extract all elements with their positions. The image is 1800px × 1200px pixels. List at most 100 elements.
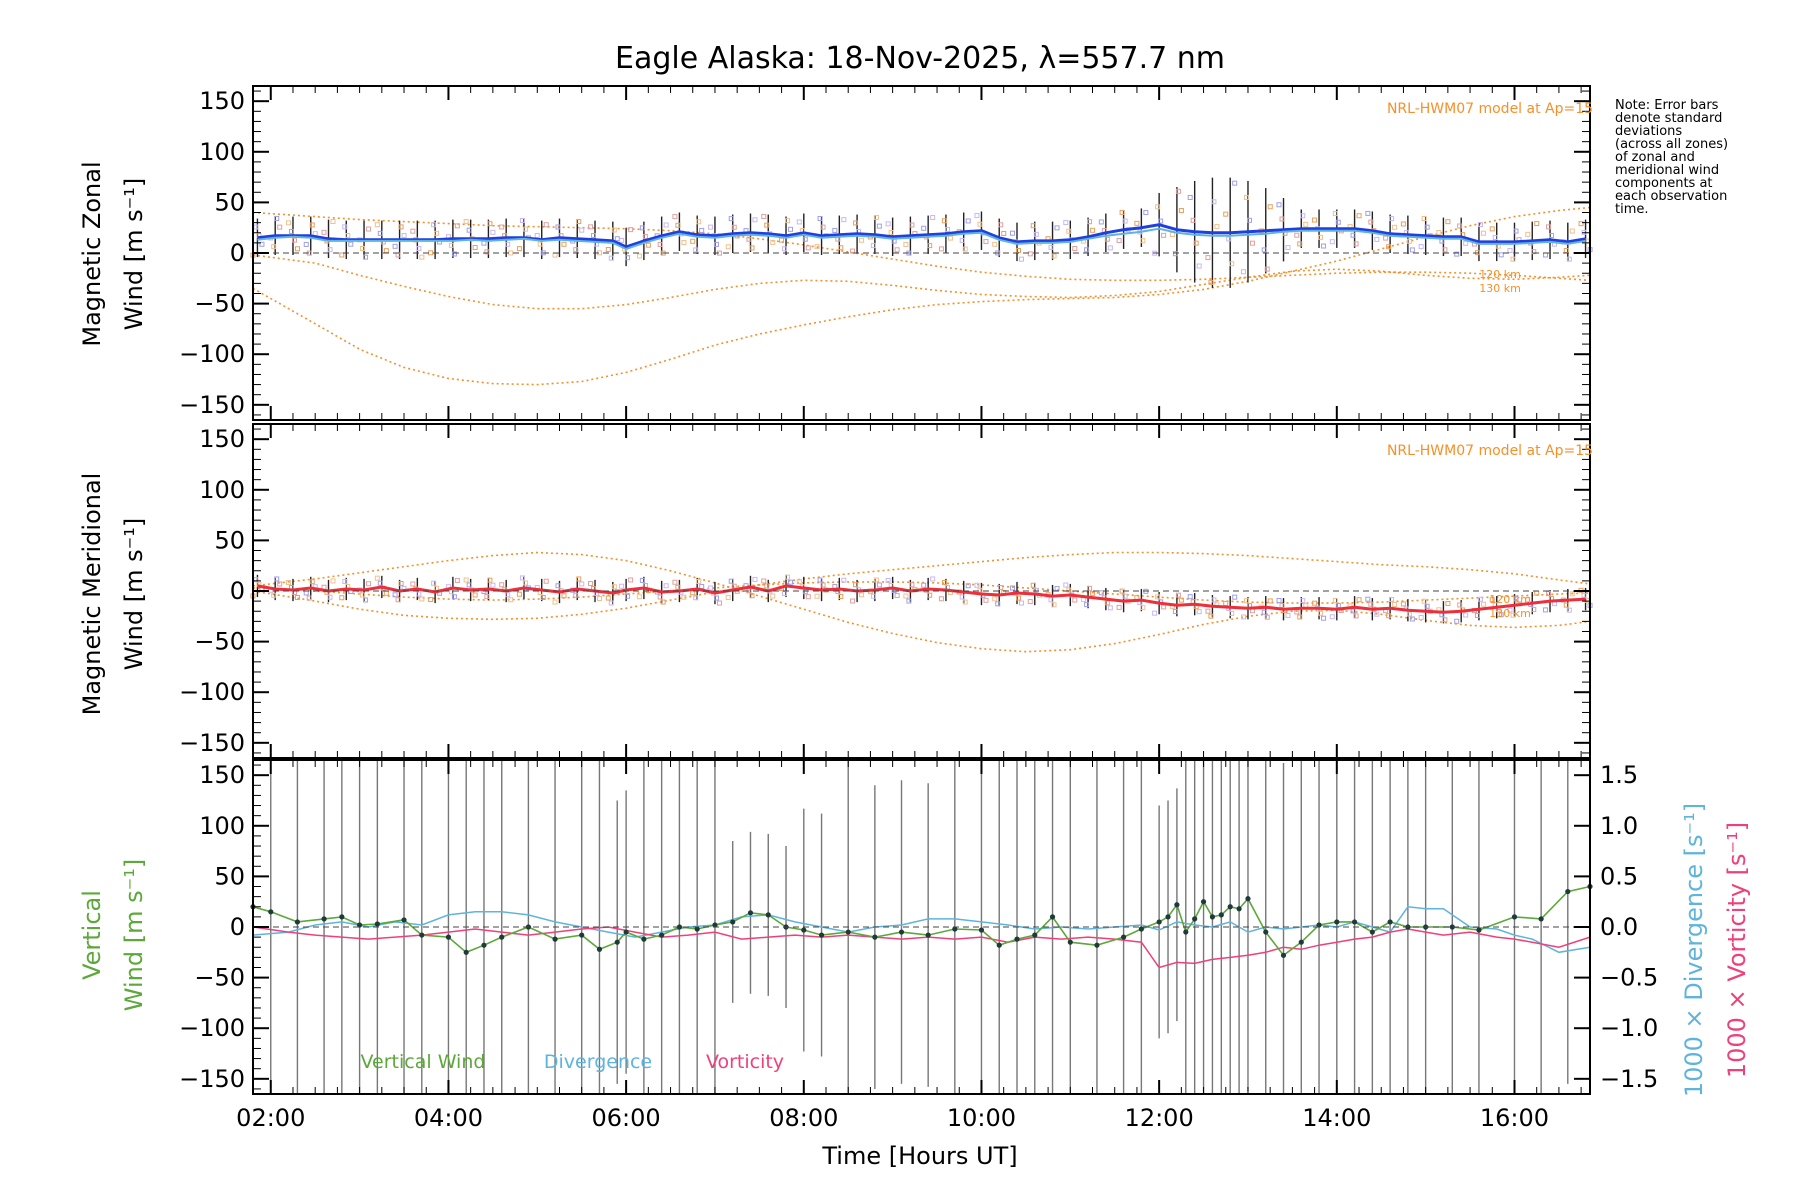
divergence-line	[252, 906, 1591, 954]
zone-marker	[1531, 249, 1537, 255]
zone-marker	[1418, 615, 1424, 621]
zone-marker	[870, 243, 876, 249]
zone-marker	[588, 580, 594, 586]
zone-marker	[1205, 255, 1211, 261]
zone-marker	[1566, 607, 1572, 613]
y2tick-label: 1.0	[1600, 812, 1638, 840]
zone-marker	[1356, 597, 1362, 603]
zone-marker	[1329, 614, 1335, 620]
zone-marker	[1019, 256, 1024, 262]
zone-marker	[699, 227, 705, 233]
zone-marker	[1374, 611, 1380, 617]
zone-marker	[561, 241, 567, 247]
vertical-wind-point	[1183, 929, 1189, 935]
zone-marker	[1421, 215, 1427, 221]
zone-marker	[1098, 219, 1104, 225]
zone-marker	[555, 583, 561, 589]
vertical-axes: 150 100 50 0 −50 −100 −150 02:00 04:00 06:00 08:00…	[179, 759, 1658, 1132]
zone-marker	[1321, 243, 1327, 249]
zone-marker	[1063, 582, 1069, 588]
y2tick-label: 1.5	[1600, 761, 1638, 789]
zone-marker	[345, 233, 351, 239]
zone-marker	[873, 214, 879, 220]
zone-marker	[628, 227, 634, 233]
vorticity-ylabel-text: 1000 × Vorticity [s⁻¹]	[1723, 822, 1751, 1078]
zone-marker	[1543, 252, 1549, 258]
zone-marker	[625, 593, 631, 599]
zone-marker	[690, 238, 696, 244]
zone-marker	[992, 241, 998, 247]
zone-marker	[519, 218, 525, 224]
zone-marker	[663, 583, 669, 589]
zone-marker	[859, 592, 865, 598]
zone-marker	[1350, 608, 1356, 614]
zone-marker	[639, 225, 645, 231]
y2tick-label: −1.5	[1600, 1065, 1658, 1093]
legend-vertical-wind: Vertical Wind	[361, 1051, 486, 1073]
note-block: Note: Error bars denote standard deviati…	[1615, 98, 1728, 217]
zone-marker	[1066, 228, 1072, 234]
zone-marker	[909, 582, 915, 588]
zone-marker	[1332, 211, 1338, 217]
zone-marker	[1477, 596, 1483, 602]
zone-marker	[1155, 594, 1161, 600]
zone-marker	[490, 229, 496, 235]
zonal-model-curves	[252, 206, 1591, 386]
zone-marker	[1424, 603, 1430, 609]
zone-marker	[885, 221, 891, 227]
zone-marker	[876, 223, 882, 229]
vertical-wind-point	[1538, 916, 1544, 922]
vertical-wind-point	[747, 910, 754, 916]
ytick-label: −150	[179, 391, 245, 419]
zone-marker	[1223, 211, 1229, 217]
zone-marker	[1175, 592, 1181, 598]
zone-marker	[930, 214, 936, 220]
vertical-wind-point	[1014, 936, 1020, 942]
zone-marker	[1480, 230, 1486, 236]
ytick-label: 50	[214, 526, 245, 554]
vertical-wind-point	[419, 932, 425, 938]
zone-marker	[728, 216, 734, 222]
zone-marker	[728, 578, 734, 584]
zone-marker	[814, 244, 820, 250]
zone-marker	[675, 222, 681, 228]
note-line: (across all zones)	[1615, 137, 1728, 152]
zone-marker	[1090, 227, 1096, 233]
xtick-label: 02:00	[236, 1104, 305, 1132]
zone-marker	[805, 245, 811, 251]
zone-marker	[1332, 597, 1338, 603]
vertical-wind-point	[1138, 926, 1144, 932]
zone-marker	[1463, 612, 1469, 618]
zone-marker	[903, 241, 909, 247]
zone-marker	[1436, 229, 1442, 235]
zone-marker	[713, 595, 719, 601]
zone-marker	[1285, 612, 1291, 618]
zone-marker	[642, 234, 648, 240]
zone-marker	[597, 596, 603, 602]
zone-marker	[1261, 609, 1267, 615]
y2tick-label: 0.5	[1600, 862, 1638, 890]
zone-marker	[360, 245, 366, 251]
zone-marker	[974, 213, 980, 219]
zone-marker	[1084, 602, 1090, 608]
zone-marker	[1279, 216, 1285, 222]
zone-marker	[1033, 231, 1039, 237]
zone-marker	[608, 255, 614, 261]
zone-marker	[543, 222, 549, 228]
zone-marker	[484, 593, 490, 599]
zone-marker	[1178, 208, 1184, 214]
zone-marker	[894, 247, 900, 253]
vertical-wind-point	[996, 942, 1002, 948]
vertical-wind-point	[481, 942, 487, 948]
zone-marker	[330, 578, 336, 584]
zone-marker	[1445, 600, 1451, 606]
model-curve	[252, 581, 1591, 604]
zone-marker	[1445, 219, 1451, 225]
zone-marker	[853, 220, 859, 226]
zone-marker	[1208, 279, 1214, 285]
vertical-wind-point	[845, 929, 851, 935]
zone-marker	[1510, 612, 1516, 618]
vertical-wind-point	[818, 932, 825, 938]
zone-marker	[454, 223, 460, 229]
vertical-wind-point	[552, 936, 558, 942]
